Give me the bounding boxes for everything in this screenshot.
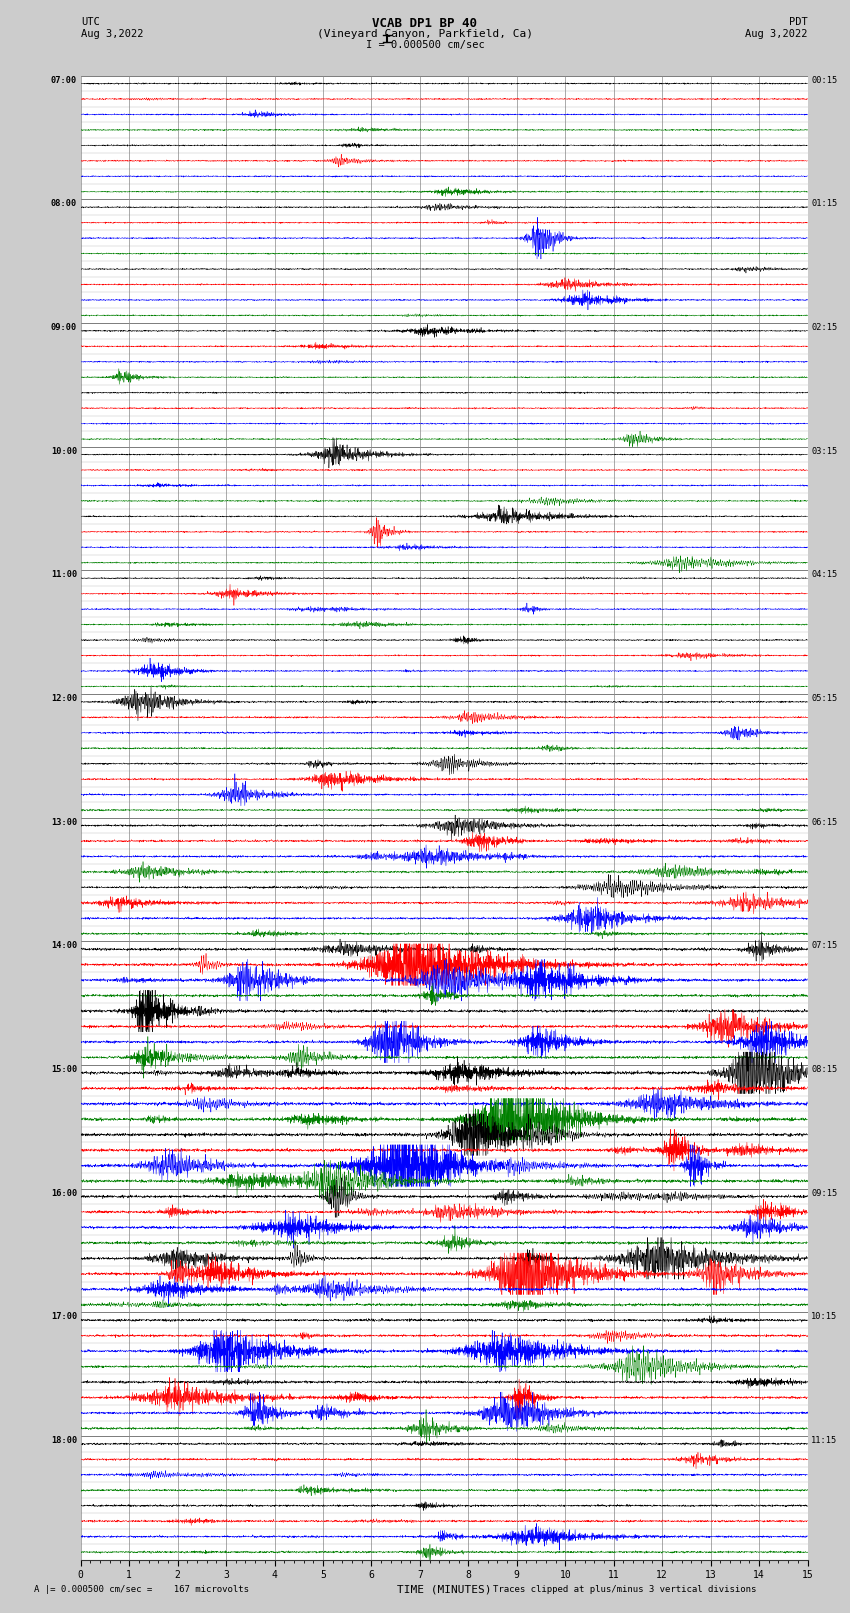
Text: 02:15: 02:15 [811, 323, 837, 332]
Text: 07:00: 07:00 [51, 76, 77, 85]
Text: 10:15: 10:15 [811, 1313, 837, 1321]
Text: 06:15: 06:15 [811, 818, 837, 827]
Text: 18:00: 18:00 [51, 1436, 77, 1445]
Text: UTC: UTC [81, 18, 99, 27]
Text: 14:00: 14:00 [51, 942, 77, 950]
X-axis label: TIME (MINUTES): TIME (MINUTES) [397, 1584, 491, 1594]
Text: 15:00: 15:00 [51, 1065, 77, 1074]
Text: 09:00: 09:00 [51, 323, 77, 332]
Text: 09:15: 09:15 [811, 1189, 837, 1198]
Text: 16:00: 16:00 [51, 1189, 77, 1198]
Text: 12:00: 12:00 [51, 694, 77, 703]
Text: 17:00: 17:00 [51, 1313, 77, 1321]
Text: PDT: PDT [789, 18, 808, 27]
Text: (Vineyard Canyon, Parkfield, Ca): (Vineyard Canyon, Parkfield, Ca) [317, 29, 533, 39]
Text: 08:00: 08:00 [51, 200, 77, 208]
Text: 10:00: 10:00 [51, 447, 77, 456]
Text: 13:00: 13:00 [51, 818, 77, 827]
Text: 00:15: 00:15 [811, 76, 837, 85]
Text: 11:15: 11:15 [811, 1436, 837, 1445]
Text: 04:15: 04:15 [811, 571, 837, 579]
Text: Traces clipped at plus/minus 3 vertical divisions: Traces clipped at plus/minus 3 vertical … [493, 1584, 756, 1594]
Text: VCAB DP1 BP 40: VCAB DP1 BP 40 [372, 18, 478, 31]
Text: 11:00: 11:00 [51, 571, 77, 579]
Text: 01:15: 01:15 [811, 200, 837, 208]
Text: 05:15: 05:15 [811, 694, 837, 703]
Text: 08:15: 08:15 [811, 1065, 837, 1074]
Text: A |= 0.000500 cm/sec =    167 microvolts: A |= 0.000500 cm/sec = 167 microvolts [34, 1584, 249, 1594]
Text: Aug 3,2022: Aug 3,2022 [81, 29, 144, 39]
Text: 07:15: 07:15 [811, 942, 837, 950]
Text: 03:15: 03:15 [811, 447, 837, 456]
Text: I = 0.000500 cm/sec: I = 0.000500 cm/sec [366, 39, 484, 50]
Text: Aug 3,2022: Aug 3,2022 [745, 29, 808, 39]
